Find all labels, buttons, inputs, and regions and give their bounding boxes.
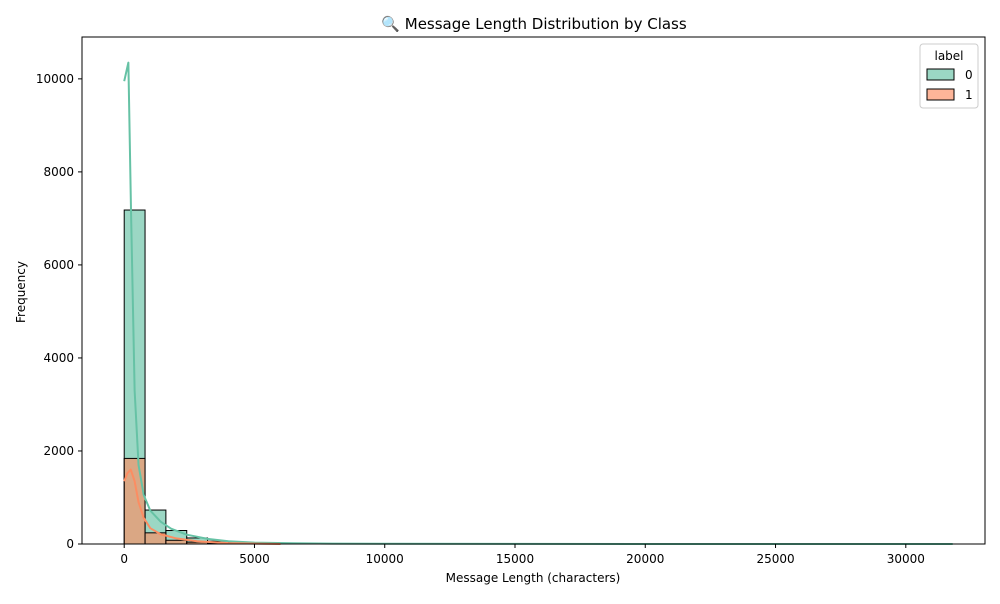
legend-swatch-1 [927,89,954,100]
x-tick-label-25000: 25000 [756,552,794,566]
x-tick-label-0: 0 [120,552,128,566]
legend-label-1: 1 [965,88,973,102]
x-tick-label-20000: 20000 [626,552,664,566]
legend-swatch-0 [927,69,954,80]
y-tick-label-2000: 2000 [43,444,74,458]
histogram-bar-class-1-bin-0 [124,458,145,544]
x-axis-label: Message Length (characters) [446,571,621,585]
y-tick-label-4000: 4000 [43,351,74,365]
x-tick-label-5000: 5000 [239,552,270,566]
x-tick-label-30000: 30000 [887,552,925,566]
x-tick-label-15000: 15000 [496,552,534,566]
x-tick-label-10000: 10000 [366,552,404,566]
y-axis-label: Frequency [14,261,28,323]
y-tick-label-0: 0 [66,537,74,551]
y-tick-label-6000: 6000 [43,258,74,272]
chart-title: 🔍 Message Length Distribution by Class [381,14,687,33]
y-tick-label-8000: 8000 [43,165,74,179]
legend-label-0: 0 [965,68,973,82]
y-tick-label-10000: 10000 [36,72,74,86]
legend: label 0 1 [920,44,978,108]
histogram-bar-class-1-bin-2 [166,540,187,544]
legend-title: label [934,49,963,63]
